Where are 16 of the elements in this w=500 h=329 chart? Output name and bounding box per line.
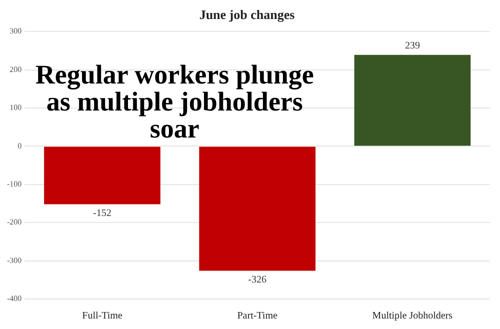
y-tick-label: -200 [6, 218, 22, 227]
x-tick-label: Part-Time [237, 310, 278, 322]
data-label: -326 [248, 274, 267, 286]
x-tick-label: Full-Time [82, 310, 123, 322]
y-tick-label: 200 [10, 64, 22, 74]
y-tick-label: 0 [18, 141, 22, 150]
y-tick-label: -100 [6, 179, 22, 188]
annotation: Regular workers plunge as multiple jobholders soar [35, 60, 314, 144]
chart-title: June job changes [199, 7, 295, 22]
x-tick-label: Multiple Jobholders [372, 310, 453, 322]
y-tick-label: 100 [10, 103, 22, 112]
y-tick-label: -400 [6, 294, 22, 304]
y-tick-label: -300 [6, 256, 22, 265]
data-label: -152 [93, 208, 112, 219]
data-label: 239 [404, 40, 420, 52]
y-tick-label: 300 [10, 26, 22, 36]
